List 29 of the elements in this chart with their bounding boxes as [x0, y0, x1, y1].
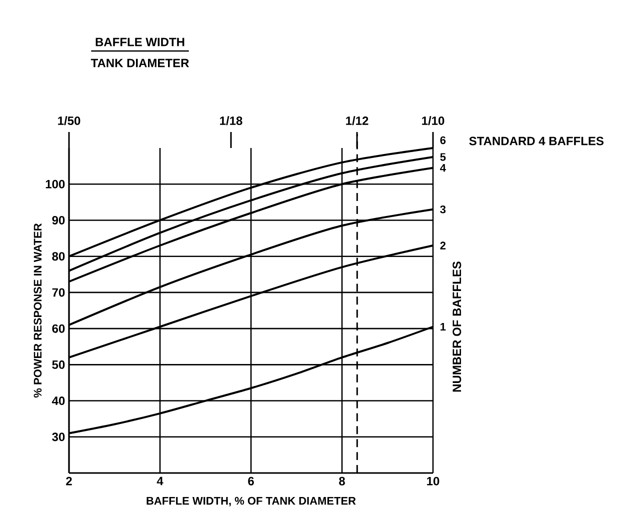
y-tick-label: 30 — [52, 432, 65, 442]
y2-axis-title: NUMBER OF BAFFLES — [452, 262, 462, 392]
y-tick-label: 100 — [46, 180, 65, 188]
y-axis-title: % POWER RESPONSE IN WATER — [34, 223, 42, 398]
chart-title: BAFFLE WIDTH — [96, 38, 184, 46]
x2-tick-label: 1/50 — [58, 116, 80, 126]
y-tick-label: 60 — [52, 324, 65, 333]
x-tick-label: 10 — [427, 476, 440, 486]
x2-tick-label: 1/12 — [346, 116, 368, 126]
y-tick-label: 80 — [52, 252, 65, 261]
y-tick-label: 40 — [52, 396, 65, 406]
series-label: 5 — [440, 153, 446, 161]
legend-label: 6 — [440, 136, 446, 144]
series-label: 1 — [440, 322, 446, 331]
x-tick-label: 6 — [248, 476, 254, 486]
x2-tick-label: 1/18 — [220, 116, 242, 126]
y-tick-label: 90 — [52, 216, 65, 224]
x-tick-label: 2 — [66, 476, 72, 486]
series-label: 4 — [440, 164, 446, 172]
text: STANDARD 4 BAFFLES — [469, 136, 604, 146]
x-tick-label: 4 — [156, 476, 164, 486]
y-tick-label: 50 — [52, 360, 65, 369]
x-axis-title: BAFFLE WIDTH, % OF TANK DIAMETER — [146, 496, 356, 506]
y-tick-label: 70 — [52, 288, 65, 297]
x2-tick-label: 1/10 — [422, 116, 444, 126]
x-tick-label: 8 — [339, 476, 345, 486]
chart-subtitle: TANK DIAMETER — [90, 58, 189, 68]
series-label: 2 — [440, 242, 446, 250]
series-label: 3 — [440, 205, 446, 214]
